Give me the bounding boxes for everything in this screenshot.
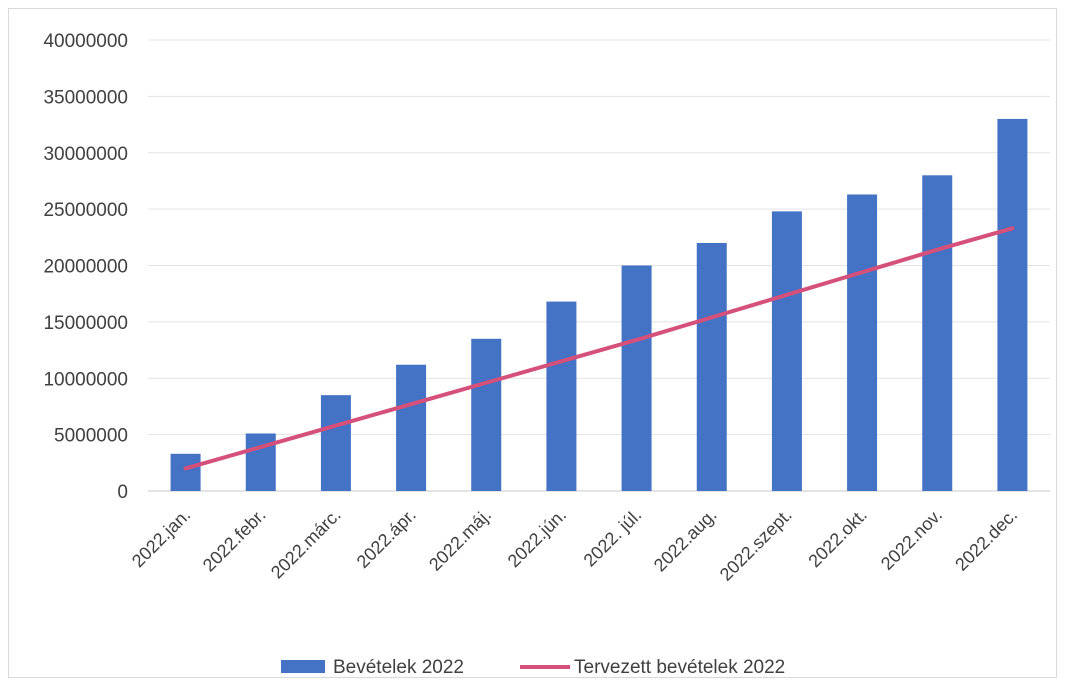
bar-series xyxy=(170,118,1028,492)
gridlines xyxy=(148,39,1050,492)
x-tick-label: 2022.ápr. xyxy=(353,505,420,572)
bar xyxy=(170,453,201,491)
chart-frame xyxy=(8,8,1057,678)
bar xyxy=(320,395,351,491)
bar xyxy=(471,338,502,491)
bar xyxy=(546,301,577,491)
x-tick-label: 2022.márc. xyxy=(267,505,345,583)
x-tick-label: 2022.febr. xyxy=(199,505,270,576)
y-tick-label: 15000000 xyxy=(43,313,128,334)
bar xyxy=(997,118,1028,492)
x-tick-label: 2022.okt. xyxy=(804,505,871,572)
legend-swatch-bevetelek xyxy=(281,660,325,673)
series-line xyxy=(183,226,1015,471)
legend-label-bevetelek: Bevételek 2022 xyxy=(333,657,464,678)
y-axis-ticks: 0 5000000 10000000 15000000 20000000 25000000… xyxy=(43,31,128,503)
legend: Bevételek 2022 Tervezett bevételek 2022 xyxy=(281,657,785,678)
y-tick-label: 35000000 xyxy=(43,87,128,108)
y-tick-label: 0 xyxy=(117,482,128,503)
x-tick-label: 2022.aug. xyxy=(650,505,721,576)
y-tick-label: 25000000 xyxy=(43,200,128,221)
y-tick-label: 10000000 xyxy=(43,369,128,390)
bar xyxy=(922,175,953,492)
x-tick-label: 2022.jan. xyxy=(128,505,195,572)
bar xyxy=(621,265,652,491)
x-axis-ticks: 2022.jan. 2022.febr.2022.márc. 2022.ápr. 20… xyxy=(128,505,1021,585)
x-tick-label: 2022.szept. xyxy=(716,505,796,585)
x-tick-label: 2022. júl. xyxy=(580,505,646,571)
bar xyxy=(771,211,802,491)
bar xyxy=(696,242,727,491)
y-tick-label: 30000000 xyxy=(43,144,128,165)
bar xyxy=(396,364,427,491)
legend-label-tervezett: Tervezett bevételek 2022 xyxy=(574,657,785,678)
y-tick-label: 20000000 xyxy=(43,257,128,278)
bar xyxy=(847,194,878,491)
x-tick-label: 2022.dec. xyxy=(951,505,1021,575)
line-series xyxy=(183,226,1015,471)
x-tick-label: 2022.máj. xyxy=(425,505,495,575)
y-tick-label: 40000000 xyxy=(43,31,128,52)
x-tick-label: 2022.nov. xyxy=(877,505,946,574)
y-tick-label: 5000000 xyxy=(54,426,128,447)
x-tick-label: 2022.jún. xyxy=(504,505,571,572)
